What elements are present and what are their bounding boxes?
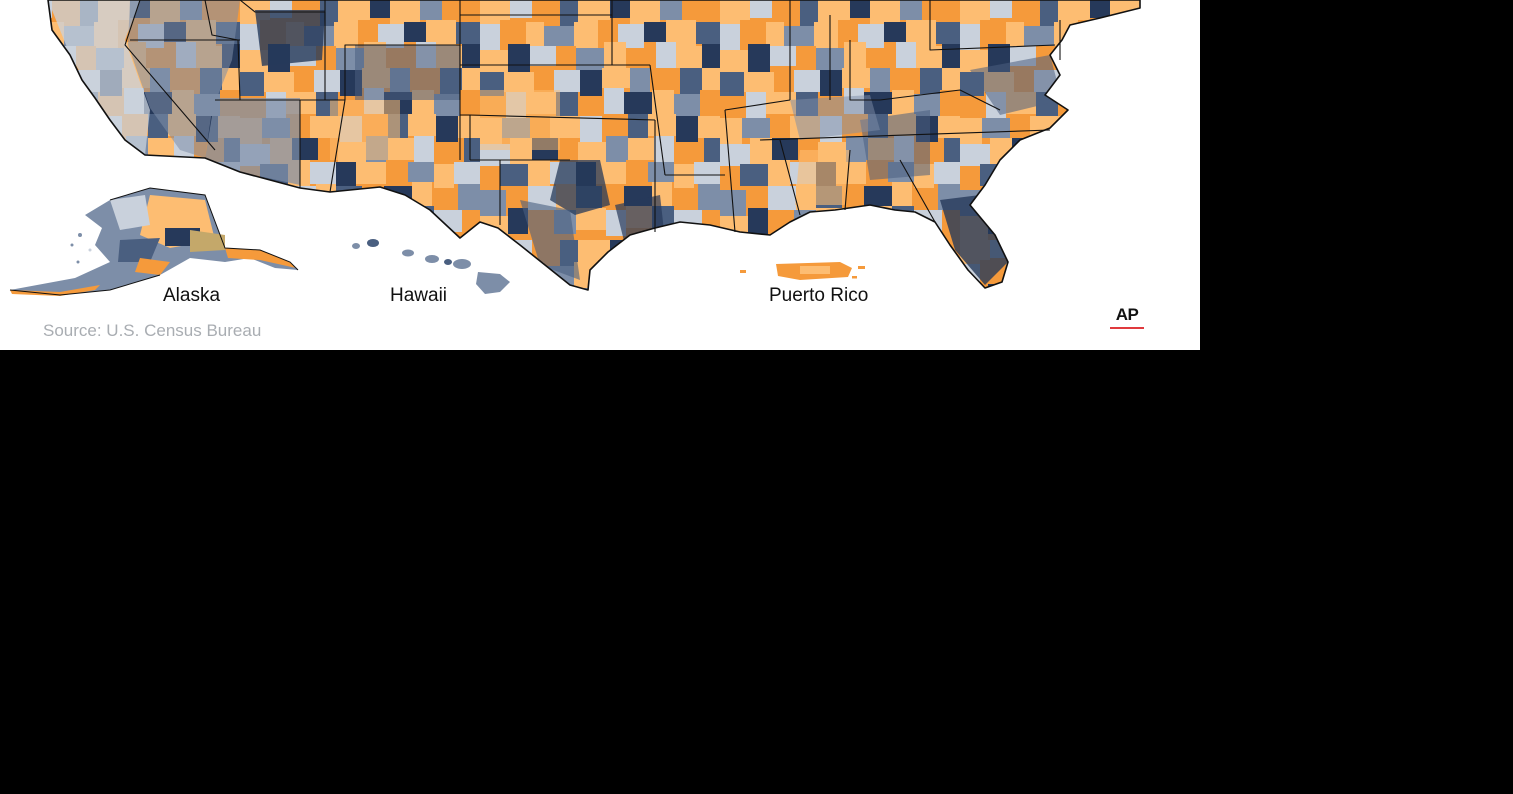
ap-logo-icon: AP: [1110, 306, 1144, 330]
region-label-hawaii: Hawaii: [390, 285, 448, 306]
ap-logo-text: AP: [1115, 305, 1139, 324]
region-label-alaska: Alaska: [163, 285, 221, 306]
choropleth-map: [9, 0, 1141, 296]
map-graphic: Alaska Hawaii Puerto Rico Source: U.S. C…: [0, 0, 1200, 350]
state-borders: [124, 0, 1061, 233]
source-credit: Source: U.S. Census Bureau: [43, 321, 262, 340]
ap-logo-underline: [1110, 327, 1144, 329]
us-outline: [47, 0, 1141, 291]
region-label-puerto-rico: Puerto Rico: [769, 285, 869, 306]
alaska-inset: [9, 187, 299, 296]
hawaii-inset: [352, 239, 510, 294]
puerto-rico-inset: [740, 262, 865, 280]
